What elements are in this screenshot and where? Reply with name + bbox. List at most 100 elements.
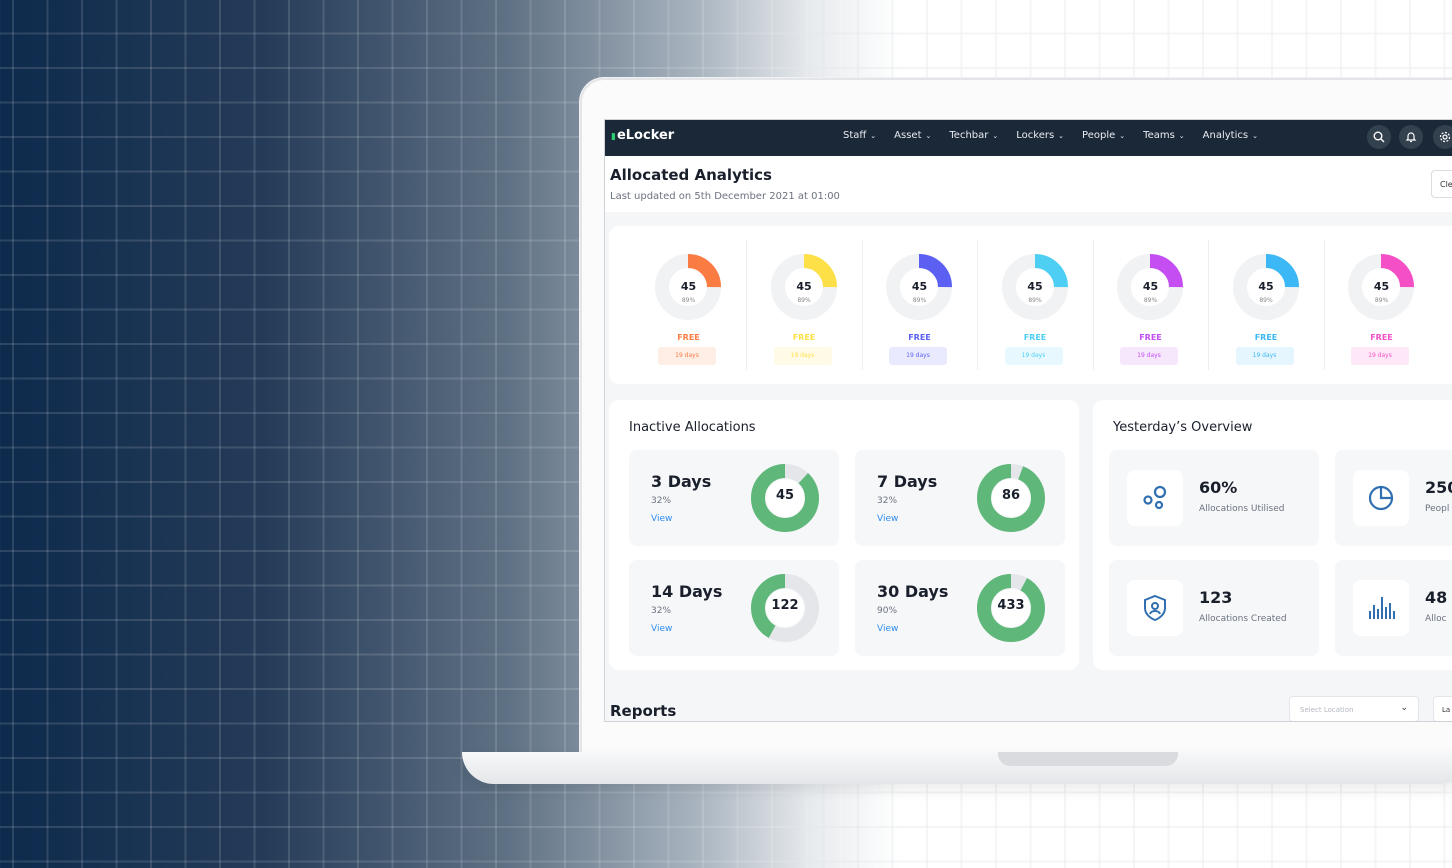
summary-donut-hole — [1132, 269, 1168, 305]
summary-donut-arc — [655, 254, 721, 320]
inactive-allocations-panel: Inactive Allocations 3 Days 32% View 45 7 Da… — [609, 400, 1079, 670]
days-badge: 19 days — [1004, 347, 1063, 365]
menu-item-asset[interactable]: Asset ⌄ — [894, 130, 932, 141]
summary-percent: 89% — [681, 297, 696, 304]
summary-card-row: 45 89% FREE 19 days 45 89% FREE 19 days 45 89% FRE… — [609, 226, 1452, 384]
chevron-down-icon: ⌄ — [1400, 703, 1408, 713]
inactive-ring-hole — [766, 479, 804, 517]
summary-percent: 89% — [1259, 297, 1273, 304]
days-badge: 19 days — [889, 347, 947, 365]
summary-value: 45 — [911, 280, 928, 293]
ring-value: 45 — [775, 488, 795, 503]
view-link[interactable]: View — [877, 624, 899, 634]
overview-label: Peopl — [1425, 504, 1450, 514]
tile-title: 3 Days — [651, 472, 712, 491]
chevron-down-icon: ⌄ — [1058, 132, 1065, 140]
status-label: FREE — [792, 333, 816, 342]
gear-icon[interactable] — [1433, 125, 1452, 149]
summary-donut-arc — [1232, 254, 1299, 320]
chevron-down-icon: ⌄ — [925, 132, 932, 140]
summary-donut-hole — [901, 269, 937, 305]
summary-card[interactable]: 45 89% FREE 19 days — [631, 240, 747, 370]
panel-title: Inactive Allocations — [629, 420, 756, 435]
summary-donut — [1348, 254, 1414, 320]
tile-percent: 90% — [877, 606, 898, 616]
summary-donut-arc — [1117, 254, 1183, 320]
view-link[interactable]: View — [877, 514, 899, 524]
overview-tile[interactable]: 123 Allocations Created — [1109, 560, 1319, 656]
tile-percent: 32% — [651, 496, 672, 506]
bell-icon[interactable] — [1399, 125, 1423, 149]
inactive-tile[interactable]: 14 Days 32% View 122 — [629, 560, 839, 656]
days-badge: 19 days — [1351, 347, 1409, 365]
days-badge: 19 days — [1235, 347, 1294, 365]
overview-value: 60% — [1199, 478, 1238, 497]
menu-item-analytics[interactable]: Analytics ⌄ — [1202, 130, 1258, 141]
days-badge: 19 days — [773, 347, 832, 365]
summary-value: 45 — [1027, 280, 1043, 293]
overview-value: 123 — [1199, 588, 1233, 607]
inactive-ring-arc — [977, 464, 1045, 532]
summary-donut-arc — [886, 254, 952, 320]
reports-title: Reports — [610, 702, 677, 720]
search-icon[interactable] — [1367, 125, 1391, 149]
menu-item-teams[interactable]: Teams ⌄ — [1143, 130, 1185, 141]
summary-card[interactable]: 45 89% FREE 19 days — [747, 240, 863, 370]
status-label: FREE — [908, 333, 931, 342]
summary-card[interactable]: 45 89% FREE 19 days — [862, 240, 978, 370]
summary-donut — [1117, 254, 1183, 320]
reports-button[interactable]: La — [1433, 696, 1452, 721]
ring-value: 86 — [1001, 488, 1021, 503]
summary-donut — [886, 254, 952, 320]
summary-card[interactable]: 45 89% FREE 19 days — [1324, 240, 1439, 370]
tile-title: 7 Days — [877, 472, 938, 491]
tile-title: 30 Days — [877, 582, 949, 601]
status-label: FREE — [1370, 333, 1393, 342]
summary-card[interactable]: 45 89% FREE 19 days — [978, 240, 1094, 370]
tile-percent: 32% — [877, 496, 898, 506]
panel-title: Yesterday’s Overview — [1113, 420, 1253, 435]
summary-donut-hole — [785, 269, 822, 305]
overview-tile[interactable]: 48 Alloc — [1335, 560, 1452, 656]
view-link[interactable]: View — [651, 514, 673, 524]
overview-label: Alloc — [1425, 614, 1447, 624]
location-select[interactable]: Select Location ⌄ — [1289, 696, 1419, 721]
menu-item-staff[interactable]: Staff ⌄ — [843, 130, 877, 141]
app-screen: ▮eLocker Staff ⌄ Asset ⌄ Techbar ⌄ Lockers ⌄… — [604, 119, 1452, 722]
summary-donut — [655, 254, 721, 320]
view-link[interactable]: View — [651, 624, 673, 634]
overview-value: 48 — [1425, 588, 1448, 607]
chevron-down-icon: ⌄ — [870, 132, 877, 140]
chevron-down-icon: ⌄ — [992, 132, 999, 140]
logo[interactable]: ▮eLocker — [611, 128, 675, 143]
shield-user-icon — [1127, 580, 1183, 636]
chevron-down-icon: ⌄ — [1252, 132, 1258, 140]
summary-card[interactable]: 45 89% FREE 19 days — [1093, 240, 1209, 370]
status-label: FREE — [1254, 333, 1278, 342]
inactive-tile[interactable]: 7 Days 32% View 86 — [855, 450, 1065, 546]
inactive-ring — [977, 464, 1045, 532]
summary-donut — [1232, 254, 1299, 320]
laptop-notch — [998, 752, 1178, 766]
menu-item-lockers[interactable]: Lockers ⌄ — [1016, 130, 1065, 141]
overview-tile[interactable]: 250 Peopl — [1335, 450, 1452, 546]
summary-donut-hole — [1016, 269, 1053, 305]
overview-value: 250 — [1425, 478, 1452, 497]
summary-card[interactable]: 45 89% FREE 19 days — [1209, 240, 1325, 370]
menu-item-techbar[interactable]: Techbar ⌄ — [949, 130, 999, 141]
summary-percent: 89% — [1374, 297, 1389, 304]
inactive-tile[interactable]: 30 Days 90% View 433 — [855, 560, 1065, 656]
inactive-ring-hole — [992, 589, 1030, 627]
ring-value: 122 — [771, 598, 799, 613]
page-title: Allocated Analytics — [610, 166, 772, 184]
overview-label: Allocations Utilised — [1199, 504, 1285, 514]
circles-icon — [1127, 470, 1183, 526]
summary-value: 45 — [1258, 280, 1274, 293]
menu-item-people[interactable]: People ⌄ — [1082, 130, 1126, 141]
overview-tile[interactable]: 60% Allocations Utilised — [1109, 450, 1319, 546]
summary-percent: 89% — [1143, 297, 1158, 304]
inactive-ring — [977, 574, 1045, 642]
yesterdays-overview-panel: Yesterday’s Overview 60% Allocations Uti… — [1093, 400, 1452, 670]
clear-button[interactable]: Cle — [1431, 170, 1452, 198]
inactive-tile[interactable]: 3 Days 32% View 45 — [629, 450, 839, 546]
